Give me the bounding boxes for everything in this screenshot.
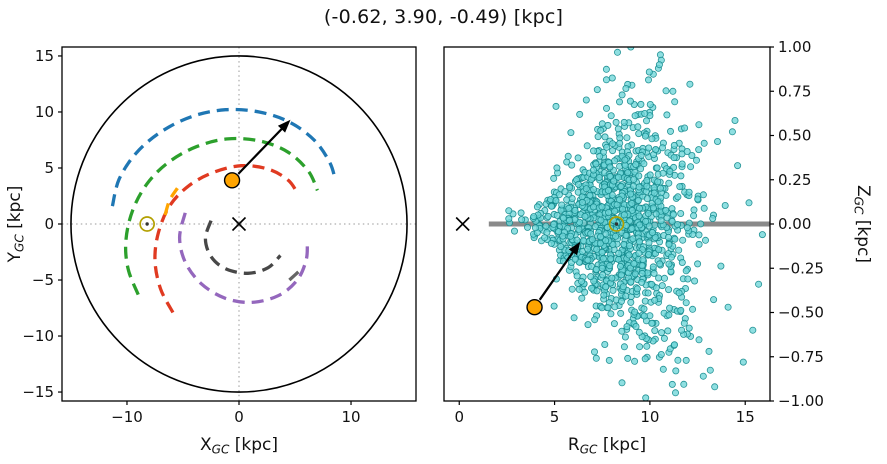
arm-gray xyxy=(203,220,282,275)
svg-text:−1.00: −1.00 xyxy=(778,392,824,410)
svg-text:−0.25: −0.25 xyxy=(778,259,824,277)
y-axis-label-right: ZGC [kpc] xyxy=(852,185,874,263)
svg-text:0.75: 0.75 xyxy=(778,82,811,100)
svg-text:10: 10 xyxy=(35,103,54,121)
arm-purple xyxy=(177,212,309,305)
svg-text:−0.50: −0.50 xyxy=(778,304,824,322)
svg-text:0.00: 0.00 xyxy=(778,215,811,233)
tick-labels: 0 5 10 15 1.00 0.75 0.50 0.25 0.00 −0.25 −0.50 −0.7… xyxy=(454,38,823,426)
arm-blue xyxy=(110,107,337,207)
svg-text:0: 0 xyxy=(454,408,464,426)
y-axis-label-left: YGC [kpc] xyxy=(5,186,27,264)
svg-text:−0.75: −0.75 xyxy=(778,348,824,366)
velocity-arrow-right xyxy=(538,241,581,301)
svg-text:0: 0 xyxy=(44,215,54,233)
svg-text:0.50: 0.50 xyxy=(778,127,811,145)
left-panel xyxy=(61,46,417,402)
sun-marker xyxy=(139,216,155,232)
svg-text:15: 15 xyxy=(736,408,755,426)
svg-text:−15: −15 xyxy=(22,383,54,401)
svg-text:−10: −10 xyxy=(22,327,54,345)
svg-text:5: 5 xyxy=(550,408,560,426)
x-axis-label-left: XGC [kpc] xyxy=(200,435,278,457)
svg-text:0.25: 0.25 xyxy=(778,171,811,189)
star-position-marker-right xyxy=(526,298,543,316)
tick-labels: −10 0 10 15 10 5 0 −5 −10 −15 xyxy=(22,47,360,426)
velocity-arrow xyxy=(237,119,291,175)
arm-green xyxy=(123,136,319,296)
svg-text:0: 0 xyxy=(234,408,244,426)
galactic-center-marker xyxy=(231,216,247,232)
galaxy-boundary-circle xyxy=(70,55,408,393)
arm-gray-short xyxy=(288,267,303,282)
arm-red xyxy=(153,163,300,314)
right-panel xyxy=(443,46,771,402)
x-axis-label-right: RGC [kpc] xyxy=(568,435,646,457)
svg-text:−5: −5 xyxy=(32,271,54,289)
svg-text:1.00: 1.00 xyxy=(778,38,811,56)
figure-title: (-0.62, 3.90, -0.49) [kpc] xyxy=(323,6,564,28)
galactic-center-marker-right xyxy=(455,216,470,232)
star-position-marker xyxy=(223,172,241,189)
svg-text:10: 10 xyxy=(341,408,360,426)
svg-text:10: 10 xyxy=(640,408,659,426)
arm-local-orange xyxy=(163,187,179,216)
sun-marker-right xyxy=(608,216,625,232)
svg-text:5: 5 xyxy=(44,159,54,177)
svg-text:−10: −10 xyxy=(111,408,143,426)
scatter-points xyxy=(505,47,766,401)
svg-text:15: 15 xyxy=(35,47,54,65)
